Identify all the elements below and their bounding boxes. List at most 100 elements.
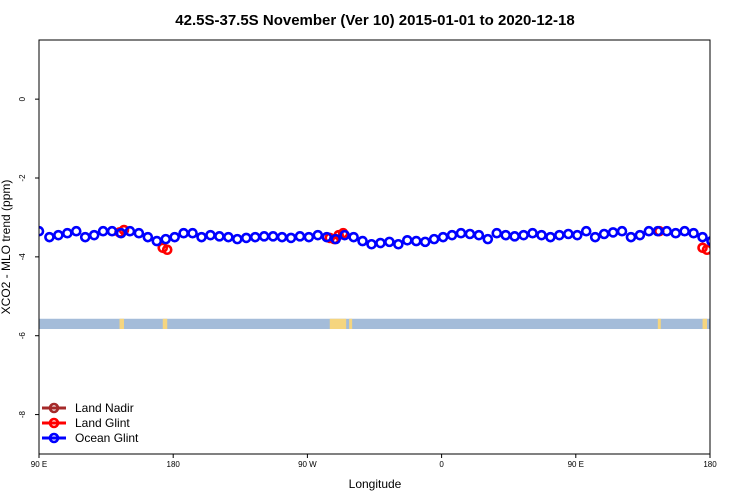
data-point bbox=[419, 236, 431, 248]
y-axis: 0 -2 -4 -6 -8 bbox=[18, 96, 39, 418]
data-point bbox=[249, 231, 261, 243]
data-point bbox=[258, 231, 270, 242]
data-point bbox=[178, 227, 189, 239]
legend-marker bbox=[48, 402, 60, 414]
data-point bbox=[393, 238, 404, 250]
x-tick-label: 0 bbox=[439, 460, 444, 469]
data-point bbox=[661, 225, 673, 237]
data-point bbox=[428, 233, 440, 245]
data-point bbox=[70, 225, 82, 237]
data-point bbox=[106, 225, 118, 237]
data-point bbox=[688, 227, 699, 239]
data-point bbox=[455, 227, 467, 239]
data-point bbox=[598, 228, 610, 240]
legend-marker bbox=[48, 417, 60, 429]
data-point bbox=[232, 233, 243, 245]
data-point bbox=[88, 229, 100, 241]
data-point bbox=[554, 229, 565, 241]
data-point bbox=[384, 236, 395, 248]
x-tick-label: 90 E bbox=[568, 460, 584, 469]
ocean-band bbox=[39, 318, 710, 330]
data-point bbox=[634, 229, 646, 241]
plot-frame bbox=[38, 39, 711, 455]
data-point bbox=[124, 225, 136, 237]
data-point bbox=[652, 225, 664, 237]
data-point bbox=[589, 231, 601, 243]
y-tick-label: -4 bbox=[18, 253, 27, 261]
land-segment bbox=[119, 318, 124, 330]
data-point bbox=[214, 231, 225, 242]
data-point bbox=[670, 227, 682, 239]
data-point bbox=[464, 228, 476, 240]
land-segment bbox=[349, 318, 353, 330]
data-point bbox=[697, 231, 708, 243]
data-point bbox=[151, 235, 163, 247]
data-point bbox=[491, 227, 503, 239]
data-point bbox=[607, 227, 619, 238]
data-point bbox=[62, 227, 73, 239]
data-point bbox=[509, 231, 520, 242]
data-point bbox=[500, 229, 512, 241]
y-tick-label: -8 bbox=[18, 410, 27, 418]
data-point bbox=[366, 238, 377, 250]
data-point bbox=[545, 231, 556, 243]
data-point bbox=[402, 234, 413, 246]
data-point bbox=[169, 231, 180, 243]
land-segment bbox=[702, 318, 708, 330]
land-segment bbox=[657, 318, 661, 330]
data-point bbox=[223, 231, 234, 243]
data-point bbox=[616, 225, 628, 237]
data-point bbox=[679, 225, 690, 237]
x-tick-label: 90 W bbox=[298, 460, 317, 469]
data-point bbox=[79, 231, 91, 243]
data-point bbox=[205, 229, 216, 241]
land-segments bbox=[119, 318, 708, 330]
y-tick-label: -6 bbox=[18, 332, 27, 340]
data-point bbox=[357, 235, 368, 247]
data-point bbox=[312, 229, 324, 241]
y-axis-label: XCO2 - MLO trend (ppm) bbox=[0, 180, 13, 315]
data-point bbox=[625, 231, 637, 243]
data-point bbox=[133, 227, 145, 239]
data-point bbox=[303, 231, 315, 243]
y-tick-label: 0 bbox=[18, 96, 27, 101]
land-segment bbox=[162, 318, 168, 330]
data-point bbox=[44, 231, 55, 243]
data-point bbox=[285, 232, 297, 244]
data-point bbox=[321, 231, 333, 243]
legend-label: Land Nadir bbox=[75, 401, 134, 415]
data-point bbox=[446, 229, 458, 241]
data-point bbox=[160, 233, 172, 245]
x-tick-label: 90 E bbox=[31, 460, 47, 469]
data-point bbox=[294, 231, 306, 242]
x-tick-label: 180 bbox=[167, 460, 181, 469]
data-point bbox=[437, 231, 449, 243]
data-point bbox=[276, 231, 288, 243]
y-tick-label: -2 bbox=[18, 174, 27, 182]
data-point bbox=[115, 227, 127, 239]
data-point bbox=[267, 231, 279, 242]
data-point bbox=[196, 231, 207, 243]
x-axis-label: Longitude bbox=[349, 477, 402, 491]
data-point bbox=[348, 231, 359, 243]
data-point bbox=[97, 225, 109, 237]
data-point bbox=[701, 244, 710, 256]
land-segment bbox=[329, 318, 347, 330]
series-layer bbox=[39, 224, 710, 256]
chart-title: 42.5S-37.5S November (Ver 10) 2015-01-01… bbox=[175, 12, 574, 29]
land-ocean-band bbox=[39, 318, 710, 330]
data-point bbox=[571, 229, 583, 241]
data-point bbox=[473, 229, 485, 241]
x-tick-label: 180 bbox=[703, 460, 717, 469]
data-point bbox=[410, 235, 422, 247]
data-point bbox=[375, 237, 386, 249]
x-axis: 90 E 180 90 W 0 90 E 180 bbox=[31, 454, 717, 469]
data-point bbox=[518, 229, 529, 241]
data-point bbox=[187, 227, 198, 239]
data-point bbox=[142, 231, 154, 243]
data-point bbox=[339, 229, 350, 241]
data-point bbox=[527, 227, 538, 239]
data-point bbox=[161, 244, 173, 256]
